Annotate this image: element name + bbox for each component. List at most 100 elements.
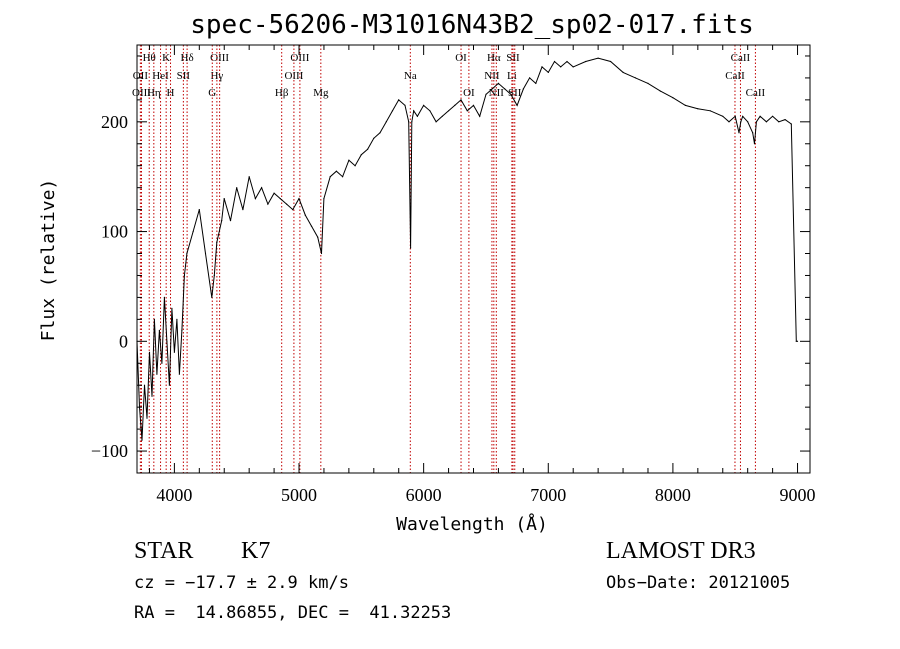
spectrum-point bbox=[192, 231, 194, 233]
spectrum-point bbox=[728, 121, 730, 123]
spectrum-plot: spec-56206-M31016N43B2_sp02-017.fits Hθ O… bbox=[38, 10, 816, 535]
spectrum-point bbox=[229, 220, 232, 222]
spectrum-point bbox=[472, 104, 475, 106]
spectrum-point bbox=[697, 108, 699, 110]
spectrum-point bbox=[320, 252, 323, 255]
spectrum-point bbox=[454, 104, 456, 106]
spectrum-point bbox=[416, 115, 418, 117]
spectrum-point bbox=[740, 121, 742, 123]
spectrum-point bbox=[448, 110, 450, 112]
spectrum-point bbox=[547, 71, 549, 73]
coordinates: RA = 14.86855, DEC = 41.32253 bbox=[134, 603, 452, 623]
x-axis: 4000 5000 6000 7000 8000 9000 bbox=[148, 45, 816, 505]
spectrum-point bbox=[410, 247, 412, 249]
spectrum-point bbox=[367, 148, 369, 150]
spectrum-point bbox=[216, 241, 218, 244]
line-label-7: SII bbox=[177, 70, 191, 82]
spectrum-point bbox=[684, 104, 687, 106]
spectrum-point bbox=[516, 104, 518, 106]
y-tick-label: −100 bbox=[91, 441, 128, 461]
spectrum-point bbox=[435, 121, 437, 123]
x-tick-label: 6000 bbox=[406, 485, 442, 505]
spectrum-point bbox=[404, 104, 406, 106]
spectrum-point bbox=[795, 340, 797, 342]
spectrum-point bbox=[747, 121, 749, 123]
spectrum-point bbox=[659, 90, 662, 92]
spectrum-point bbox=[755, 121, 758, 123]
line-label-17: OI bbox=[455, 52, 467, 64]
spectrum-point bbox=[298, 198, 300, 200]
y-axis-label: Flux (relative) bbox=[38, 179, 59, 342]
spectrum-point bbox=[236, 187, 238, 189]
spectrum-point bbox=[310, 225, 313, 227]
spectrum-point bbox=[790, 123, 792, 125]
observation-date: Obs−Date: 20121005 bbox=[606, 573, 791, 593]
spectrum-point bbox=[166, 340, 168, 342]
spectrum-point bbox=[286, 203, 288, 205]
line-label-4: HeI bbox=[152, 70, 169, 82]
spectrum-point bbox=[168, 384, 170, 386]
spectrum-point bbox=[273, 192, 275, 194]
spectrum-point bbox=[335, 170, 337, 172]
y-tick-label: 200 bbox=[101, 112, 128, 132]
spectrum-point bbox=[213, 274, 215, 277]
spectrum-point bbox=[183, 274, 185, 277]
spectrum-point bbox=[796, 340, 799, 342]
spectrum-point bbox=[161, 362, 163, 364]
spectrum-point bbox=[752, 132, 754, 134]
spectrum-point bbox=[242, 209, 244, 211]
line-label-26: CaII bbox=[725, 70, 745, 82]
spectrum-point bbox=[778, 121, 780, 123]
line-label-11: G bbox=[208, 87, 216, 99]
spectrum-point bbox=[156, 373, 158, 375]
spectrum-point bbox=[585, 60, 587, 63]
spectrum-point bbox=[153, 318, 155, 320]
spectrum-point bbox=[267, 203, 269, 205]
y-axis: −100 0 100 200 bbox=[91, 55, 810, 461]
x-tick-label: 9000 bbox=[780, 485, 816, 505]
line-label-12: Hβ bbox=[275, 87, 289, 99]
spectrum-point bbox=[510, 93, 512, 95]
spectrum-point bbox=[522, 88, 525, 90]
spectrum-point bbox=[329, 176, 331, 178]
spectrum-point bbox=[279, 198, 281, 200]
spectrum-point bbox=[722, 115, 724, 117]
line-label-10: Hγ bbox=[210, 70, 223, 82]
spectrum-point bbox=[504, 88, 506, 90]
spectrum-point bbox=[151, 395, 153, 397]
line-label-15: Mg bbox=[313, 87, 329, 99]
spectrum-point bbox=[178, 373, 180, 375]
spectrum-point bbox=[181, 329, 183, 331]
object-subclass: K7 bbox=[241, 538, 271, 564]
line-label-1: OII bbox=[133, 70, 149, 82]
line-label-6: H bbox=[167, 87, 175, 99]
line-label-8: Hδ bbox=[181, 52, 194, 64]
spectrum-point bbox=[198, 209, 200, 211]
x-tick-label: 8000 bbox=[655, 485, 691, 505]
spectrum-point bbox=[765, 121, 768, 123]
spectrum-point bbox=[248, 176, 250, 178]
line-label-3: Hη bbox=[147, 87, 161, 99]
spectrum-point bbox=[173, 351, 175, 353]
line-label-27: CaII bbox=[746, 87, 766, 99]
spectrum-point bbox=[709, 110, 711, 112]
x-tick-label: 4000 bbox=[156, 485, 192, 505]
x-axis-label: Wavelength (Å) bbox=[396, 513, 548, 535]
spectrum-point bbox=[560, 66, 562, 68]
spectrum-point bbox=[391, 110, 394, 112]
line-label-21: NII bbox=[489, 87, 505, 99]
spectrum-point bbox=[323, 198, 325, 200]
y-tick-label: 0 bbox=[119, 331, 128, 351]
line-label-16: Na bbox=[404, 70, 417, 82]
spectrum-point bbox=[479, 115, 481, 117]
spectrum-point bbox=[261, 187, 263, 189]
spectrum-point bbox=[141, 439, 143, 441]
line-label-9: OIII bbox=[210, 52, 229, 64]
redshift-velocity: cz = −17.7 ± 2.9 km/s bbox=[134, 573, 349, 593]
spectrum-point bbox=[423, 104, 425, 106]
line-label-13: OIII bbox=[290, 52, 309, 64]
spectrum-point bbox=[610, 60, 612, 63]
spectrum-point bbox=[317, 236, 319, 238]
spectrum-point bbox=[460, 99, 462, 101]
